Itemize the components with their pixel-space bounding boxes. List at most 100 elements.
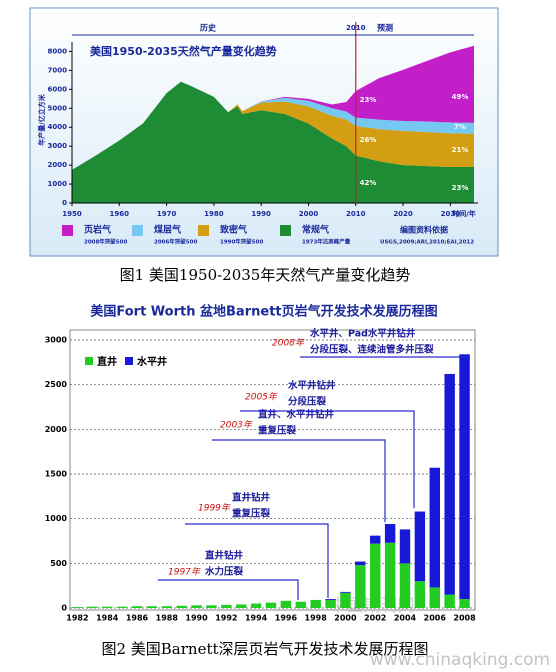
- chart-title: 美国Fort Worth 盆地Barnett页岩气开发技术发展历程图: [90, 304, 437, 320]
- legend-label: 致密气: [220, 224, 247, 236]
- bar: [414, 581, 426, 608]
- milestone-text: 直井钻井: [232, 492, 271, 504]
- bar: [444, 373, 455, 595]
- caption: 图2 美国Barnett深层页岩气开发技术发展历程图: [101, 640, 428, 658]
- milestone-text: 水平井钻井: [288, 380, 336, 392]
- period-label: 历史: [200, 23, 217, 33]
- watermark: www.chinaqking.com: [370, 650, 550, 670]
- y-tick-label: 3000: [45, 336, 68, 345]
- y-tick-label: 8000: [48, 47, 68, 55]
- legend-note: 1990年突破500: [220, 238, 263, 246]
- share-label: 49%: [452, 93, 469, 101]
- share-label: 21%: [452, 146, 469, 154]
- x-tick-label: 2010: [346, 210, 366, 218]
- y-tick-label: 4000: [48, 123, 68, 131]
- bar: [325, 599, 336, 600]
- y-axis-label: 年产量/亿立方米: [37, 93, 46, 146]
- caption: 图1 美国1950-2035年天然气产量变化趋势: [120, 266, 411, 284]
- x-tick-label: 1988: [156, 614, 179, 623]
- milestone-text: 水力压裂: [205, 566, 244, 578]
- x-tick-label: 1994: [245, 614, 268, 623]
- bar: [414, 511, 426, 582]
- share-label: 42%: [360, 179, 377, 187]
- bar: [265, 602, 277, 608]
- divider-label: 2010: [346, 24, 366, 32]
- milestone-text: 直井钻井: [205, 550, 244, 562]
- x-tick-label: 1990: [185, 614, 208, 623]
- area: [72, 81, 474, 203]
- chart-title: 美国1950-2035天然气产量变化趋势: [90, 44, 277, 58]
- bar: [116, 606, 128, 608]
- x-tick-label: 2008: [453, 614, 476, 623]
- milestone-text: 重复压裂: [258, 425, 297, 437]
- legend-label: 常规气: [302, 224, 329, 236]
- bar: [310, 599, 321, 608]
- milestone-year: 1997年: [168, 567, 201, 578]
- bar: [146, 606, 158, 608]
- bar: [459, 354, 470, 600]
- bar: [384, 542, 396, 608]
- bar: [221, 604, 232, 608]
- share-label: 23%: [452, 184, 469, 192]
- leader-line: [185, 523, 329, 598]
- bar: [236, 604, 247, 608]
- x-tick-label: 1960: [110, 210, 130, 218]
- milestone-year: 2008年: [272, 338, 305, 349]
- bar: [340, 591, 351, 593]
- legend-swatch: [280, 225, 291, 236]
- y-tick-label: 6000: [48, 85, 68, 93]
- bar: [429, 587, 440, 608]
- milestone-year: 2005年: [245, 392, 278, 403]
- y-tick-label: 1000: [45, 514, 68, 523]
- area: [72, 81, 474, 170]
- bar: [444, 594, 455, 608]
- milestone-text: 水平井、Pad水平井钻井: [310, 328, 416, 340]
- y-tick-label: 0: [61, 604, 67, 613]
- leader-line: [240, 410, 415, 508]
- y-tick-label: 2500: [45, 380, 68, 389]
- x-tick-label: 2000: [299, 210, 319, 218]
- bar: [399, 529, 411, 564]
- legend-swatch: [132, 225, 143, 236]
- x-tick-label: 2004: [394, 614, 417, 623]
- bar: [131, 606, 143, 608]
- bar: [72, 607, 83, 608]
- source-ref: USGS,2009;ARI,2010;EAI,2012: [380, 240, 474, 246]
- y-tick-label: 5000: [48, 104, 68, 112]
- y-tick-label: 1500: [45, 470, 68, 479]
- area: [72, 45, 474, 170]
- x-axis-label: 时间/年: [452, 209, 476, 218]
- bar: [355, 561, 366, 566]
- bar: [429, 467, 440, 588]
- legend-label: 页岩气: [84, 224, 111, 236]
- legend-note: 1973年达高峰产量: [302, 238, 351, 246]
- x-tick-label: 2030: [441, 210, 461, 218]
- area: [72, 81, 474, 170]
- x-tick-label: 1986: [126, 614, 149, 623]
- share-label: 26%: [360, 136, 377, 144]
- period-label: 预测: [377, 23, 393, 33]
- share-label: 23%: [360, 96, 377, 104]
- leader-line: [212, 439, 386, 522]
- bar: [250, 603, 262, 608]
- bar: [399, 563, 411, 608]
- x-tick-label: 1982: [66, 614, 88, 623]
- x-tick-label: 2000: [334, 614, 357, 623]
- bar: [102, 606, 113, 608]
- legend-label: 煤层气: [154, 224, 181, 236]
- x-tick-label: 1996: [275, 614, 298, 623]
- source: 编图资料依据: [400, 225, 448, 235]
- milestone-year: 2003年: [220, 420, 253, 431]
- legend-swatch: [62, 225, 73, 236]
- legend-swatch: [125, 357, 133, 365]
- bar: [325, 599, 336, 608]
- y-tick-label: 0: [62, 199, 67, 207]
- x-tick-label: 1992: [215, 614, 237, 623]
- x-tick-label: 2006: [424, 614, 447, 623]
- y-tick-label: 7000: [48, 66, 68, 74]
- bar: [370, 535, 381, 544]
- x-tick-label: 1990: [251, 210, 271, 218]
- x-tick-label: 1950: [62, 210, 82, 218]
- legend-note: 2006年突破500: [154, 238, 197, 246]
